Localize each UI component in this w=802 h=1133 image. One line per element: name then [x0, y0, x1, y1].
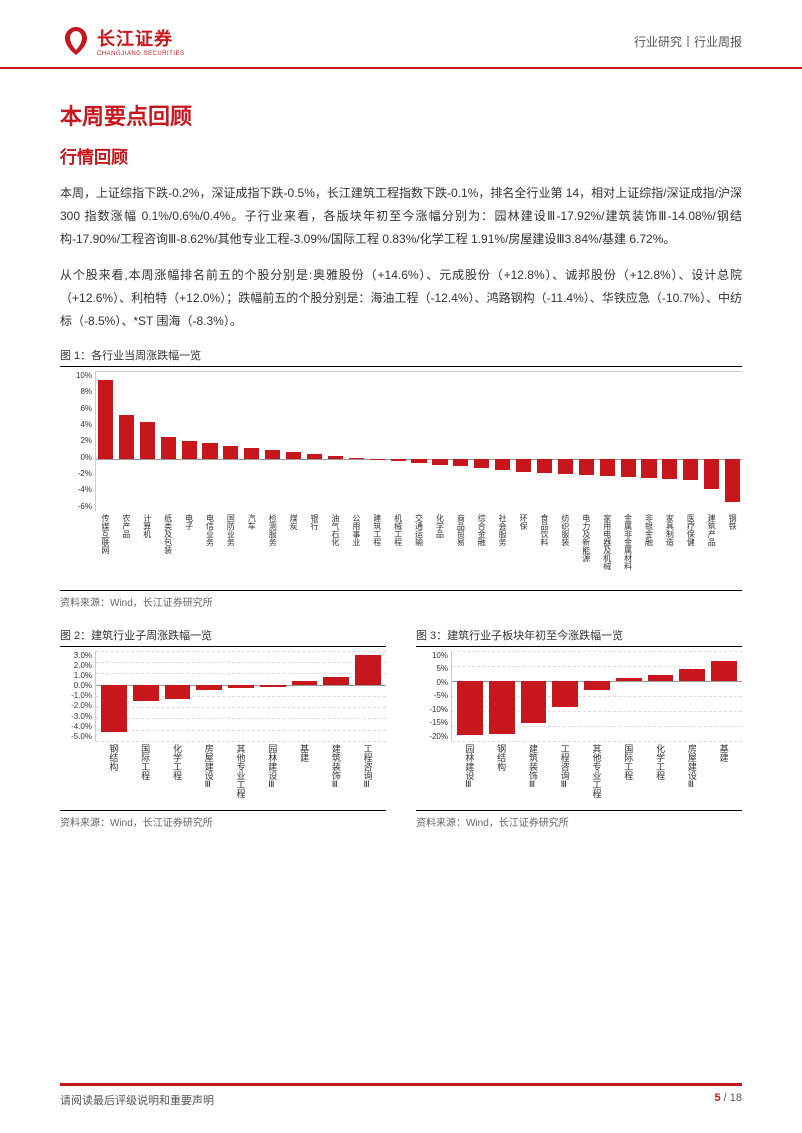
- chart-1-bar: 综合金融: [472, 372, 491, 511]
- chart-1-bar: 社会服务: [493, 372, 512, 511]
- chart-1-bar: 电力及新能源: [577, 372, 596, 511]
- chart-2: 3.0%2.0%1.0%0.0%-1.0%-2.0%-3.0%-4.0%-5.0…: [60, 651, 386, 806]
- chart-1-bar: 公用事业: [347, 372, 366, 511]
- chart2-bar: 园林建设Ⅲ: [260, 651, 286, 741]
- chart-1-section: 图 1：各行业当周涨跌幅一览 10%8%6%4%2%0%-2%-4%-6% 传媒…: [60, 347, 742, 609]
- chart-1-bars: 传媒互联网农产品计算机纸类及包装电子电信业务国防业务汽车检测服务煤炭银行油气石化…: [95, 371, 742, 511]
- chart-3: 10%5%0%-5%-10%-15%-20% 园林建设Ⅲ钢结构建筑装饰Ⅲ工程咨询…: [416, 651, 742, 806]
- chart-1-bar: 钢铁: [723, 372, 742, 511]
- chart-2-yaxis: 3.0%2.0%1.0%0.0%-1.0%-2.0%-3.0%-4.0%-5.0…: [60, 651, 95, 741]
- logo: 长江证券 CHANGJIANG SECURITIES: [60, 25, 185, 57]
- chart-1-bar: 煤炭: [284, 372, 303, 511]
- chart-1-bar: 食品饮料: [535, 372, 554, 511]
- footer-disclaimer: 请阅读最后评级说明和重要声明: [60, 1092, 214, 1108]
- chart-1-yaxis: 10%8%6%4%2%0%-2%-4%-6%: [60, 371, 95, 511]
- chart-1-bar: 机械工程: [389, 372, 408, 511]
- header-category: 行业研究丨行业周报: [634, 33, 742, 50]
- chart3-bar: 化学工程: [648, 651, 674, 741]
- page-sep: /: [721, 1092, 730, 1104]
- chart-1-bar: 纸类及包装: [159, 372, 178, 511]
- page-header: 长江证券 CHANGJIANG SECURITIES 行业研究丨行业周报: [0, 0, 802, 69]
- chart-1-bar: 电子: [180, 372, 199, 511]
- chart-1-bar: 商品贸易: [451, 372, 470, 511]
- chart3-bar: 钢结构: [489, 651, 515, 741]
- chart3-bar: 工程咨询Ⅲ: [552, 651, 578, 741]
- chart-2-source: 资料来源：Wind，长江证券研究所: [60, 810, 386, 829]
- chart-1-bar: 家具制造: [660, 372, 679, 511]
- logo-text: 长江证券 CHANGJIANG SECURITIES: [97, 25, 185, 57]
- chart-1-bar: 环保: [514, 372, 533, 511]
- chart3-bar: 其他专业工程: [584, 651, 610, 741]
- chart-1-bar: 建筑工程: [368, 372, 387, 511]
- chart-1-bar: 医疗保健: [681, 372, 700, 511]
- paragraph-2: 从个股来看,本周涨幅排名前五的个股分别是:奥雅股份（+14.6%）、元成股份（+…: [60, 264, 742, 332]
- section-title: 行情回顾: [60, 143, 742, 168]
- chart2-bar: 国际工程: [133, 651, 159, 741]
- chart3-bar: 国际工程: [616, 651, 642, 741]
- chart2-bar: 化学工程: [165, 651, 191, 741]
- footer-page: 5 / 18: [714, 1092, 742, 1108]
- chart2-bar: 基建: [292, 651, 318, 741]
- page-title: 本周要点回顾: [60, 99, 742, 131]
- chart-row: 图 2：建筑行业子周涨跌幅一览 3.0%2.0%1.0%0.0%-1.0%-2.…: [60, 627, 742, 829]
- chart-3-bars: 园林建设Ⅲ钢结构建筑装饰Ⅲ工程咨询Ⅲ其他专业工程国际工程化学工程房屋建设Ⅲ基建: [451, 651, 742, 741]
- chart-1-bar: 化学品: [431, 372, 450, 511]
- chart2-bar: 房屋建设Ⅲ: [196, 651, 222, 741]
- chart-1-bar: 检测服务: [263, 372, 282, 511]
- chart-1-bar: 国防业务: [221, 372, 240, 511]
- chart-2-bars: 钢结构国际工程化学工程房屋建设Ⅲ其他专业工程园林建设Ⅲ基建建筑装饰Ⅲ工程咨询Ⅲ: [95, 651, 386, 741]
- chart-2-section: 图 2：建筑行业子周涨跌幅一览 3.0%2.0%1.0%0.0%-1.0%-2.…: [60, 627, 386, 829]
- chart3-bar: 基建: [711, 651, 737, 741]
- chart-3-section: 图 3：建筑行业子板块年初至今涨跌幅一览 10%5%0%-5%-10%-15%-…: [416, 627, 742, 829]
- chart-1-bar: 农产品: [117, 372, 136, 511]
- chart-1-bar: 油气石化: [326, 372, 345, 511]
- chart-1-bar: 汽车: [242, 372, 261, 511]
- chart-1-bar: 家用电器及机械: [598, 372, 617, 511]
- chart-1-bar: 非银金融: [640, 372, 659, 511]
- chart-1-bar: 传媒互联网: [96, 372, 115, 511]
- chart-1-bar: 计算机: [138, 372, 157, 511]
- chart-2-title: 图 2：建筑行业子周涨跌幅一览: [60, 627, 386, 647]
- chart-1-bar: 金属非金属材料: [619, 372, 638, 511]
- chart-1-source: 资料来源：Wind，长江证券研究所: [60, 590, 742, 609]
- chart-1-bar: 交通运输: [410, 372, 429, 511]
- content: 本周要点回顾 行情回顾 本周，上证综指下跌-0.2%，深证成指下跌-0.5%，长…: [0, 69, 802, 839]
- chart-1-bar: 纺织服装: [556, 372, 575, 511]
- logo-en: CHANGJIANG SECURITIES: [97, 51, 185, 57]
- page-total: 18: [730, 1092, 742, 1104]
- chart2-bar: 工程咨询Ⅲ: [355, 651, 381, 741]
- logo-icon: [60, 25, 92, 57]
- chart3-bar: 房屋建设Ⅲ: [679, 651, 705, 741]
- chart-1-bar: 银行: [305, 372, 324, 511]
- chart-1: 10%8%6%4%2%0%-2%-4%-6% 传媒互联网农产品计算机纸类及包装电…: [60, 371, 742, 586]
- paragraph-1: 本周，上证综指下跌-0.2%，深证成指下跌-0.5%，长江建筑工程指数下跌-0.…: [60, 182, 742, 250]
- chart-1-title: 图 1：各行业当周涨跌幅一览: [60, 347, 742, 367]
- chart2-bar: 钢结构: [101, 651, 127, 741]
- chart3-bar: 园林建设Ⅲ: [457, 651, 483, 741]
- chart-3-yaxis: 10%5%0%-5%-10%-15%-20%: [416, 651, 451, 741]
- chart-3-source: 资料来源：Wind，长江证券研究所: [416, 810, 742, 829]
- chart2-bar: 其他专业工程: [228, 651, 254, 741]
- chart2-bar: 建筑装饰Ⅲ: [323, 651, 349, 741]
- chart-3-title: 图 3：建筑行业子板块年初至今涨跌幅一览: [416, 627, 742, 647]
- logo-cn: 长江证券: [97, 25, 185, 51]
- chart-1-bar: 电信业务: [201, 372, 220, 511]
- chart3-bar: 建筑装饰Ⅲ: [521, 651, 547, 741]
- chart-1-bar: 建筑产品: [702, 372, 721, 511]
- page-footer: 请阅读最后评级说明和重要声明 5 / 18: [60, 1083, 742, 1108]
